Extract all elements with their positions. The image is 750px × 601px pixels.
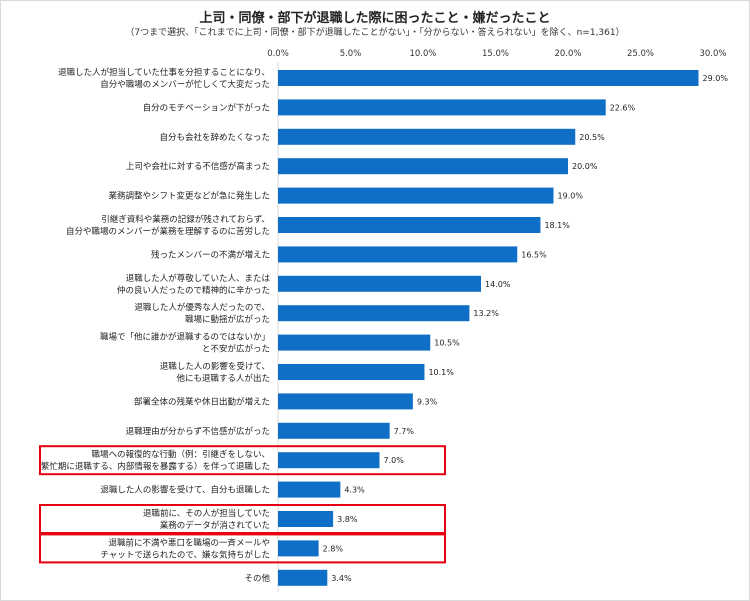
category-label: 繁忙期に退職する、内部情報を暴露する）を伴って退職した	[41, 461, 270, 472]
category-label: 業務調整やシフト変更などが急に発生した	[108, 191, 270, 202]
value-label: 20.5%	[579, 133, 605, 142]
value-label: 10.1%	[428, 368, 454, 377]
category-label: 他にも退職する人が出た	[176, 373, 270, 384]
value-label: 9.3%	[417, 397, 438, 406]
category-label: 退職理由が分からず不信感が広がった	[126, 426, 270, 437]
x-tick-label: 15.0%	[482, 49, 509, 59]
category-label: 上司や会社に対する不信感が高まった	[126, 161, 270, 172]
category-label: 引継ぎ資料や業務の記録が残されておらず、	[101, 214, 270, 225]
value-label: 29.0%	[703, 74, 729, 83]
highlight-box	[39, 445, 446, 476]
category-label: 退職前に、その人が担当していた	[143, 508, 270, 519]
category-label: 残ったメンバーの不満が増えた	[151, 249, 270, 260]
value-label: 14.0%	[485, 280, 511, 289]
bar	[278, 481, 341, 498]
bar	[278, 305, 470, 322]
bar	[278, 99, 606, 116]
value-label: 19.0%	[558, 192, 584, 201]
bar	[278, 246, 518, 263]
category-label: 職場に動揺が広がった	[185, 314, 270, 325]
bar	[278, 452, 380, 469]
category-label: 職場で「他に誰かが退職するのではないか」	[100, 332, 270, 343]
category-label: 業務のデータが消されていた	[160, 520, 270, 531]
value-label: 20.0%	[572, 162, 598, 171]
category-label: 自分のモチベーションが下がった	[143, 102, 270, 113]
value-label: 18.1%	[544, 221, 570, 230]
chart-title: 上司・同僚・部下が退職した際に困ったこと・嫌だったこと	[199, 11, 551, 26]
bar	[278, 158, 568, 175]
bar	[278, 569, 328, 586]
value-label: 10.5%	[434, 339, 460, 348]
value-label: 7.0%	[384, 456, 405, 465]
category-label: 退職した人が優秀な人だったので、	[134, 302, 270, 313]
value-label: 3.8%	[337, 515, 358, 524]
bar	[278, 422, 390, 439]
bar	[278, 70, 699, 86]
bar	[278, 364, 425, 380]
category-label: 自分も会社を辞めたくなった	[159, 132, 270, 143]
category-label: 退職した人の影響を受けて、	[160, 361, 270, 372]
highlight-box	[39, 533, 446, 564]
value-label: 7.7%	[394, 427, 415, 436]
category-label: 職場への報復的な行動（例：引継ぎをしない、	[91, 449, 270, 460]
bar	[278, 540, 319, 557]
value-label: 22.6%	[610, 103, 636, 112]
chart-subtitle: （7つまで選択、「これまでに上司・同僚・部下が退職したことがない」・「分からない…	[125, 28, 625, 38]
category-label: チャットで送られたので、嫌な気持ちがした	[100, 549, 270, 560]
x-tick-label: 25.0%	[627, 49, 654, 59]
value-label: 4.3%	[344, 486, 365, 495]
x-tick-label: 0.0%	[267, 49, 289, 59]
bar	[278, 128, 576, 145]
value-label: 3.4%	[331, 574, 352, 583]
category-label: 自分や職場のメンバーが忙しくて大変だった	[100, 79, 270, 90]
category-label: その他	[244, 573, 270, 584]
category-label: 退職した人が担当していた仕事を分担することになり、	[58, 67, 270, 78]
value-label: 2.8%	[323, 544, 344, 553]
x-tick-label: 20.0%	[554, 49, 581, 59]
bar	[278, 187, 554, 204]
category-label: 退職した人が尊敬していた人、または	[126, 273, 271, 284]
bar	[278, 275, 481, 292]
category-label: 部署全体の残業や休日出勤が増えた	[134, 396, 270, 407]
category-label: 自分や職場のメンバーが業務を理解するのに苦労した	[66, 226, 270, 237]
x-tick-label: 10.0%	[409, 49, 436, 59]
category-label: 退職した人の影響を受けて、自分も退職した	[100, 485, 270, 496]
category-label: 仲の良い人だったので精神的に辛かった	[117, 285, 270, 296]
category-label: と不安が広がった	[202, 344, 270, 355]
x-tick-label: 30.0%	[699, 49, 726, 59]
bar	[278, 511, 334, 527]
value-label: 13.2%	[473, 309, 499, 318]
x-tick-label: 5.0%	[340, 49, 362, 59]
bar	[278, 217, 541, 233]
bar	[278, 393, 413, 410]
category-label: 退職前に不満や悪口を職場の一斉メールや	[108, 537, 270, 548]
highlight-box	[39, 504, 446, 534]
bar	[278, 334, 431, 351]
value-label: 16.5%	[521, 250, 547, 259]
